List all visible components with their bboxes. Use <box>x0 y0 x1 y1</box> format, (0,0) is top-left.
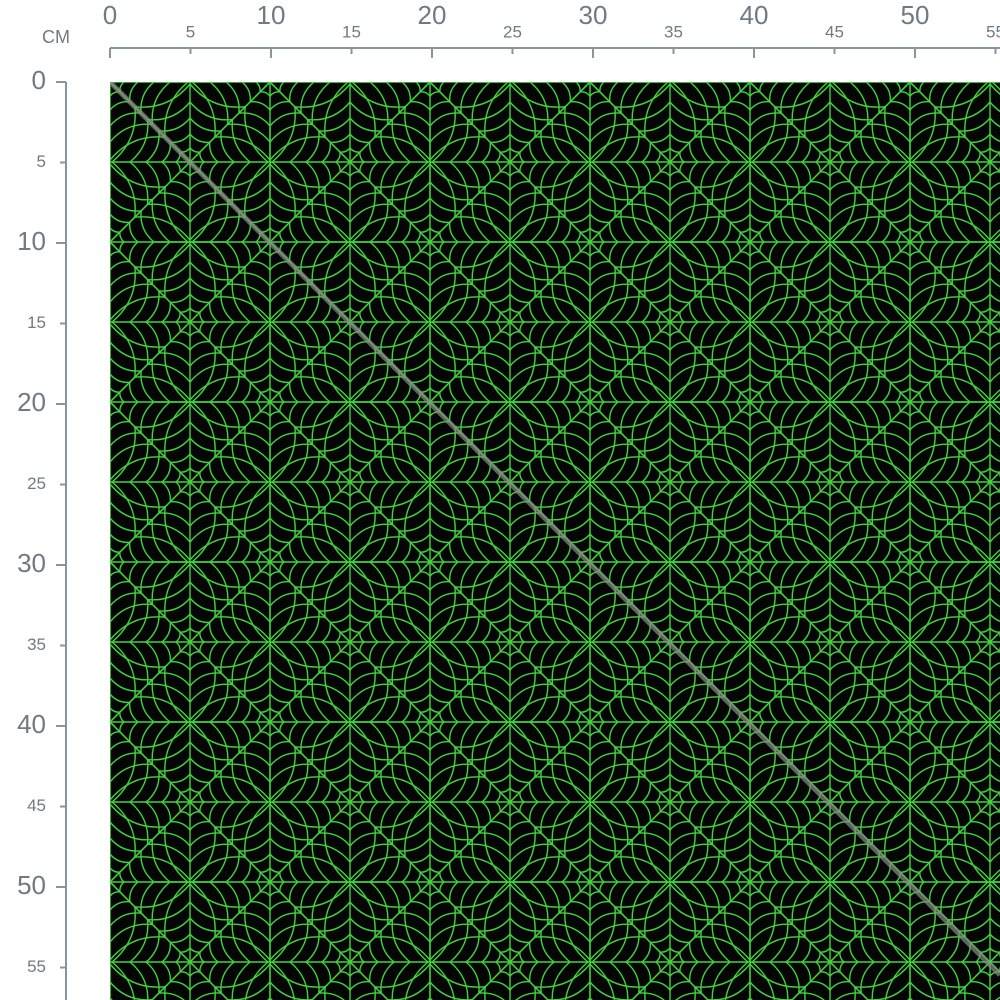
ruler-label: 5 <box>37 152 46 171</box>
ruler-label: 45 <box>825 22 844 41</box>
ruler-label: 15 <box>27 313 46 332</box>
ruler-label: 55 <box>27 957 46 976</box>
ruler-label: 20 <box>17 387 46 417</box>
ruler-label: 35 <box>27 635 46 654</box>
ruler-label: 5 <box>186 22 195 41</box>
ruler-label: 0 <box>103 0 117 30</box>
fold-line <box>110 82 1000 977</box>
ruler-label: 25 <box>503 22 522 41</box>
ruler-label: 30 <box>17 548 46 578</box>
ruler-label: 25 <box>27 474 46 493</box>
ruler-label: 10 <box>17 226 46 256</box>
unit-label: CM <box>42 27 70 47</box>
ruler-label: 20 <box>418 0 447 30</box>
ruler-label: 50 <box>17 870 46 900</box>
ruler-label: 40 <box>740 0 769 30</box>
ruler-label: 50 <box>901 0 930 30</box>
fabric-swatch <box>110 82 1000 1000</box>
ruler-label: 10 <box>257 0 286 30</box>
ruler-label: 40 <box>17 709 46 739</box>
ruler-label: 0 <box>32 65 46 95</box>
ruler-label: 30 <box>579 0 608 30</box>
ruler-label: 35 <box>664 22 683 41</box>
ruler-label: 55 <box>986 22 1000 41</box>
ruler-label: 45 <box>27 796 46 815</box>
ruler-label: 15 <box>342 22 361 41</box>
